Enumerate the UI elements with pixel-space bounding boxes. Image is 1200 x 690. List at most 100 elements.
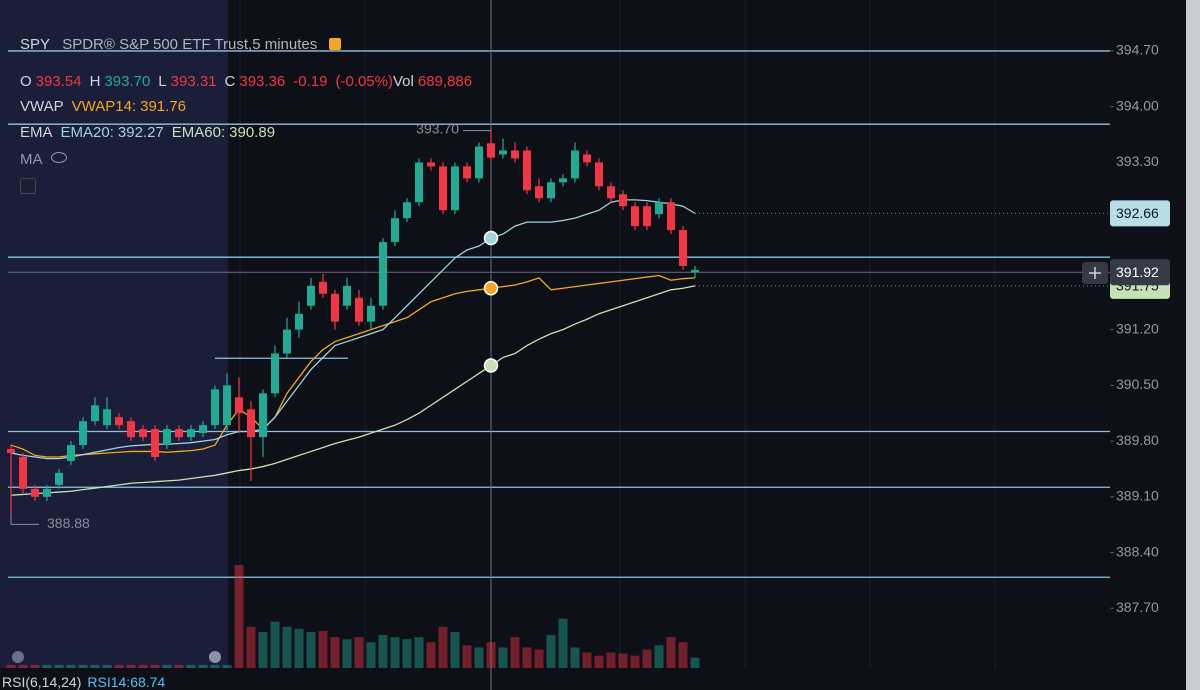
volume-bar [378,635,388,668]
series-sep [110,124,114,141]
ohlc-key: H [89,73,101,90]
volume-bar [138,664,148,668]
volume-bar [18,664,28,668]
sun-icon [209,651,221,663]
volume-bar [606,652,616,668]
rsi-label: RSI(6,14,24) [2,674,82,690]
volume-bar [366,642,376,668]
volume-bar [210,664,220,668]
indicator-line [10,199,696,460]
candle-body [247,409,255,438]
volume-bar [618,653,628,668]
candle-body [283,329,291,354]
high-marker-label: 393.70 [416,120,459,136]
candle-body [595,162,603,187]
candle-body [547,182,555,199]
series-name: VWAP14 [71,98,132,115]
candle-body [91,405,99,422]
volume-bar [30,664,40,668]
candle-body [379,242,387,306]
volume-bar [570,647,580,668]
candle-body [523,150,531,191]
volume-value: 689,886 [417,73,473,90]
candle-body [67,445,75,461]
side-strip [1186,0,1200,690]
volume-bar [486,642,496,668]
candle-body [463,166,471,179]
candle-body [535,186,543,199]
candle-body [223,385,231,426]
note-icon[interactable] [329,38,342,50]
volume-bar [234,565,244,668]
volume-bar [462,645,472,668]
volume-bar [534,649,544,668]
candle-body [115,417,123,426]
series-value: 392.27 [117,124,164,141]
symbol[interactable]: SPY [20,36,51,53]
volume-bar [186,664,196,668]
low-marker-label: 388.88 [47,515,90,531]
candle-body [691,269,699,273]
candle-body [151,429,159,458]
series-name: EMA20 [60,124,110,141]
volume-bar [582,652,592,668]
volume-bar [546,635,556,668]
volume-bar [54,664,64,668]
candle-body [475,146,483,179]
volume-bar [678,642,688,668]
price-label: 391.92 [1116,264,1159,280]
rsi-value: 68.74 [130,674,166,690]
vwap-legend: VWAP VWAP14 391.76 [20,98,194,115]
y-tick-label: 394.00 [1116,97,1159,113]
indicator-line [10,285,696,496]
volume-bar [78,664,88,668]
candle-body [79,421,87,446]
candle-body [187,429,195,438]
volume-bar [654,645,664,668]
change-pct: (-0.05%) [335,73,393,90]
y-tick-label: 387.70 [1116,599,1159,615]
volume-bar [402,639,412,668]
volume-bar [126,664,136,668]
price-label-bg [1110,200,1170,227]
volume-bar [294,628,304,668]
volume-bar [114,664,124,668]
volume-bar [510,637,520,668]
ohlc-key: L [158,73,167,90]
candle-body [667,202,675,231]
group-name: MA [20,151,43,168]
low-marker-line [10,514,39,525]
ohlc-key: C [224,73,236,90]
candle-body [499,150,507,155]
ma-legend: MA [20,151,75,168]
rsi-name: RSI14 [87,674,127,690]
volume-bar [42,664,52,668]
description: SPDR® S&P 500 ETF Trust,5 minutes [62,36,318,53]
volume-bar [6,664,16,668]
y-tick-label: 388.40 [1116,543,1159,559]
volume-bar [438,626,448,668]
symbol-legend: SPY SPDR® S&P 500 ETF Trust,5 minutes [20,36,349,53]
volume-bar [642,649,652,668]
candle-body [43,488,51,497]
series-value: 390.89 [229,124,276,141]
crosshair-dot [483,358,499,373]
candle-body [391,218,399,243]
volume-bar [354,637,364,668]
candle-body [19,457,27,489]
volume-bar [390,637,400,668]
collapse-button[interactable] [20,178,36,194]
candle-body [199,425,207,434]
volume-bar [318,630,328,668]
volume-bar [630,655,640,668]
candle-body [679,230,687,266]
ohlc-key: O [20,73,32,90]
candle-body [343,285,351,306]
crosshair-dot [483,230,499,246]
candle-body [655,202,663,215]
volume-bar [222,664,232,668]
y-tick-label: 389.80 [1116,432,1159,448]
volume-bar [270,621,280,668]
candle-body [211,389,219,426]
rsi-legend: RSI(6,14,24) RSI1468.74 [2,674,173,690]
